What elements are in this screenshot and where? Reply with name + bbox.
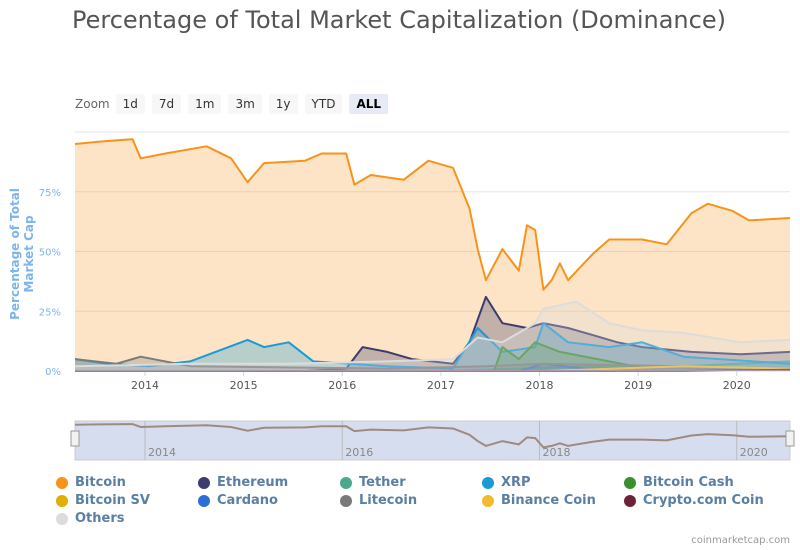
y-tick-label: 25% — [39, 307, 61, 318]
legend-label: Ethereum — [217, 475, 289, 490]
legend-dot-icon — [340, 476, 352, 489]
x-tick-label: 2020 — [723, 379, 751, 392]
chart-title: Percentage of Total Market Capitalizatio… — [72, 6, 726, 34]
zoom-1y-button[interactable]: 1y — [268, 94, 298, 114]
legend-item[interactable]: Others — [56, 511, 125, 526]
zoom-1d-button[interactable]: 1d — [115, 94, 145, 114]
zoom-all-button[interactable]: ALL — [349, 94, 389, 114]
legend-label: Bitcoin — [75, 475, 126, 490]
series-area-bitcoin — [75, 139, 790, 371]
legend-item[interactable]: XRP — [482, 475, 531, 490]
zoom-range-selector: Zoom 1d 7d 1m 3m 1y YTD ALL — [75, 94, 395, 114]
legend-label: Others — [75, 511, 125, 526]
x-tick-label: 2016 — [328, 379, 356, 392]
zoom-7d-button[interactable]: 7d — [151, 94, 182, 114]
chart-svg: 0% 25% 50% 75% 2014 2015 2016 2017 2018 2019 2020 2… — [39, 131, 795, 461]
series-area-others — [75, 301, 790, 371]
legend-item[interactable]: Bitcoin SV — [56, 493, 150, 508]
legend-label: Bitcoin Cash — [643, 475, 734, 490]
legend-item[interactable]: Tether — [340, 475, 406, 490]
navigator-right-handle[interactable] — [785, 430, 795, 447]
navigator-tick-label: 2018 — [543, 446, 571, 459]
legend-label: XRP — [501, 475, 531, 490]
legend-item[interactable]: Bitcoin — [56, 475, 126, 490]
navigator-left-handle[interactable] — [70, 430, 80, 447]
navigator-tick-label: 2020 — [740, 446, 768, 459]
x-tick-label: 2014 — [131, 379, 159, 392]
y-tick-label: 75% — [39, 188, 61, 199]
legend-dot-icon — [198, 476, 210, 489]
x-tick-label: 2018 — [526, 379, 554, 392]
series-line-xrp — [74, 322, 791, 370]
legend-item[interactable]: Ethereum — [198, 475, 288, 490]
legend-label: Binance Coin — [501, 493, 596, 508]
series-line-ethereum — [75, 295, 791, 372]
series-area-binance-coin — [75, 366, 790, 371]
legend-dot-icon — [624, 476, 636, 489]
legend-dot-icon — [482, 476, 494, 489]
legend-item[interactable]: Binance Coin — [482, 493, 596, 508]
y-tick-label: 50% — [39, 248, 61, 259]
zoom-1m-button[interactable]: 1m — [188, 94, 222, 114]
y-tick-label: 0% — [45, 367, 61, 378]
zoom-label: Zoom — [75, 97, 110, 111]
series-area-ethereum — [75, 296, 790, 371]
legend-label: Tether — [359, 475, 406, 490]
series-line-bitcoin — [74, 138, 791, 291]
navigator-series-line — [74, 423, 791, 449]
legend-item[interactable]: Cardano — [198, 493, 278, 508]
legend-dot-icon — [340, 494, 352, 507]
legend-label: Litecoin — [359, 493, 418, 508]
legend-item[interactable]: Crypto.com Coin — [624, 493, 764, 508]
navigator-tick-label: 2014 — [148, 446, 176, 459]
legend-label: Bitcoin SV — [75, 493, 150, 508]
credit-link[interactable]: coinmarketcap.com — [691, 535, 790, 546]
x-tick-label: 2015 — [230, 379, 258, 392]
zoom-ytd-button[interactable]: YTD — [304, 94, 343, 114]
legend-label: Crypto.com Coin — [643, 493, 764, 508]
legend-dot-icon — [624, 494, 636, 507]
x-tick-label: 2019 — [624, 379, 652, 392]
series-line-others — [74, 300, 791, 368]
series-area-bitcoin-cash — [75, 342, 790, 371]
legend-dot-icon — [56, 512, 68, 525]
legend-dot-icon — [56, 476, 68, 489]
legend-dot-icon — [482, 494, 494, 507]
legend-dot-icon — [198, 494, 210, 507]
legend-dot-icon — [56, 494, 68, 507]
legend-item[interactable]: Bitcoin Cash — [624, 475, 734, 490]
navigator-tick-label: 2016 — [345, 446, 373, 459]
series-area-xrp — [75, 323, 790, 371]
series-line-litecoin — [74, 355, 791, 370]
legend-item[interactable]: Litecoin — [340, 493, 417, 508]
zoom-3m-button[interactable]: 3m — [228, 94, 262, 114]
x-tick-label: 2017 — [427, 379, 455, 392]
legend-label: Cardano — [217, 493, 278, 508]
